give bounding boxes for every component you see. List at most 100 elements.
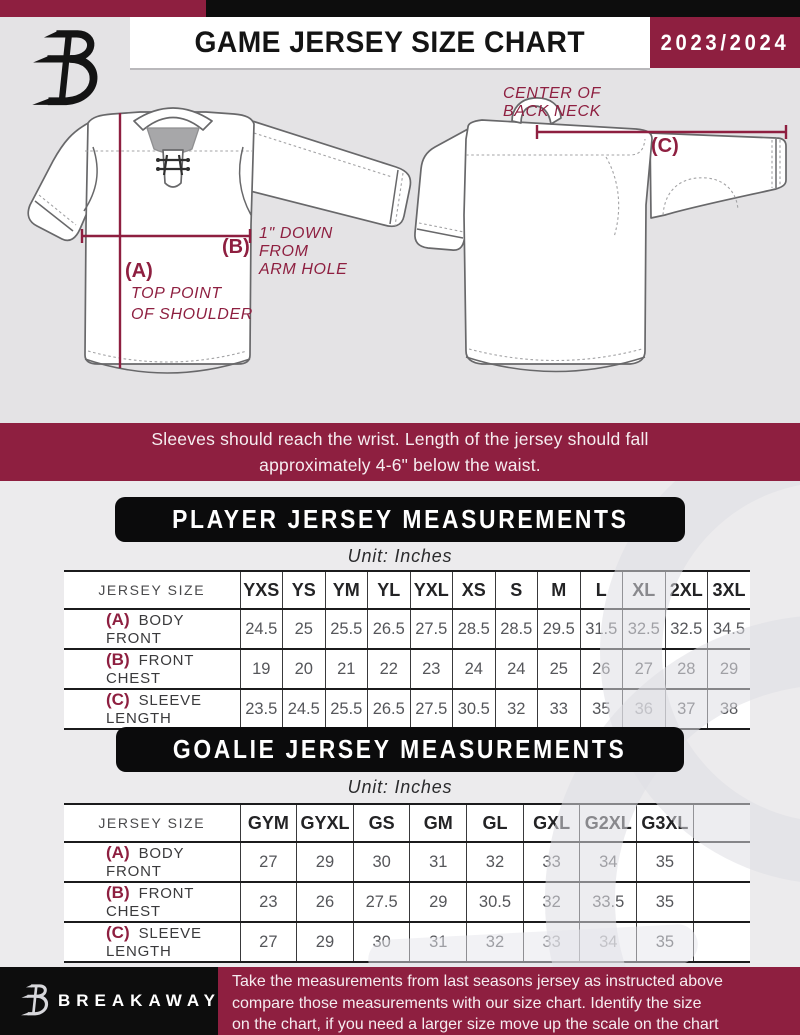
measurement-row: (A) BODY FRONT 27 29 30 31 32 33 34 35: [64, 841, 750, 882]
size-column-g2xl: G2XL: [579, 803, 637, 842]
value-cell: 28.5: [452, 608, 495, 649]
measurement-row: (B) FRONT CHEST 23 26 27.5 29 30.5 32 33.5 35: [64, 881, 750, 922]
collar-laces: [159, 154, 187, 176]
player-unit-label: Unit: Inches: [347, 546, 453, 566]
top-accent-bar-black: [206, 0, 800, 17]
footer-note: Take the measurements from last seasons …: [218, 967, 800, 1035]
value-cell: 34.5: [707, 608, 750, 649]
size-column-xs: XS: [452, 570, 495, 609]
value-cell: 29: [707, 648, 750, 689]
label-b-caption-3: ARM HOLE: [258, 261, 347, 278]
top-accent-bar-maroon: [0, 0, 206, 17]
back-jersey-drawing: [414, 97, 787, 373]
value-cell: 27: [239, 921, 297, 963]
value-cell: 30.5: [466, 881, 524, 922]
size-column-ym: YM: [324, 570, 368, 609]
season-badge: 2023/2024: [650, 17, 800, 68]
row-label: (A) BODY FRONT: [64, 608, 240, 649]
value-cell: 29: [296, 921, 354, 963]
label-c-caption-1: CENTER OF: [503, 85, 601, 102]
label-a-caption-1: TOP POINT: [131, 285, 222, 302]
value-cell: 31: [409, 921, 467, 963]
season-label: 2023/2024: [660, 29, 790, 55]
footer-note-line-1: Take the measurements from last seasons …: [232, 973, 723, 990]
label-a: (A): [125, 260, 153, 282]
value-cell: [692, 921, 750, 963]
size-column-gyxl: GYXL: [296, 803, 354, 842]
value-cell: 32: [466, 921, 524, 963]
goalie-size-table: JERSEY SIZE GYM GYXL GS GM GL GXL G2XL G3XL (A) BO…: [64, 803, 750, 963]
value-cell: 33: [537, 688, 580, 730]
value-cell: 27.5: [409, 608, 453, 649]
row-label: (A) BODY FRONT: [64, 841, 240, 882]
size-column-yl: YL: [367, 570, 410, 609]
value-cell: 32.5: [622, 608, 665, 649]
value-cell: 35: [636, 881, 694, 922]
value-cell: 26: [296, 881, 354, 922]
jersey-measurement-diagram: (A) TOP POINT OF SHOULDER (B) 1" DOWN FR…: [27, 85, 788, 374]
size-column-yxs: YXS: [239, 570, 283, 609]
value-cell: 24: [452, 648, 495, 689]
value-cell: 32.5: [664, 608, 708, 649]
brand-name: BREAKAWAY: [58, 991, 221, 1010]
value-cell: 20: [282, 648, 325, 689]
value-cell: 23: [409, 648, 453, 689]
page-title-box: GAME JERSEY SIZE CHART: [130, 17, 650, 70]
value-cell: [692, 841, 750, 882]
size-column-3xl: 3XL: [707, 570, 750, 609]
value-cell: 34: [579, 841, 637, 882]
breakaway-b-logo-icon: [17, 982, 50, 1017]
value-cell: 37: [664, 688, 708, 730]
player-section-title: PLAYER JERSEY MEASUREMENTS: [171, 504, 629, 534]
size-header-row: JERSEY SIZE YXS YS YM YL YXL XS S M L XL 2XL 3XL: [64, 570, 750, 609]
front-measurement-lines: [80, 113, 252, 368]
value-cell: 27: [622, 648, 665, 689]
label-a-caption-2: OF SHOULDER: [131, 306, 253, 323]
goalie-section-header: GOALIE JERSEY MEASUREMENTS: [116, 727, 684, 772]
label-b-caption-2: FROM: [259, 243, 309, 260]
breakaway-b-logo-icon: [20, 22, 102, 114]
fit-instruction-banner: Sleeves should reach the wrist. Length o…: [0, 423, 800, 481]
value-cell: 28: [664, 648, 708, 689]
size-column-m: M: [537, 570, 580, 609]
size-column-l: L: [579, 570, 623, 609]
value-cell: 32: [522, 881, 580, 922]
value-cell: 35: [579, 688, 623, 730]
player-size-table: JERSEY SIZE YXS YS YM YL YXL XS S M L XL 2XL 3XL (A) B…: [64, 570, 750, 730]
value-cell: 22: [367, 648, 410, 689]
row-label: (C) SLEEVE LENGTH: [64, 921, 240, 963]
value-cell: 27.5: [352, 881, 410, 922]
value-cell: 24.5: [282, 688, 325, 730]
value-cell: 25.5: [324, 688, 368, 730]
value-cell: 35: [636, 921, 694, 963]
value-cell: 26: [579, 648, 623, 689]
value-cell: 33: [522, 841, 580, 882]
size-column-gxl: GXL: [522, 803, 580, 842]
goalie-unit-label: Unit: Inches: [347, 777, 453, 797]
value-cell: 29: [409, 881, 467, 922]
value-cell: 32: [466, 841, 524, 882]
value-cell: 19: [239, 648, 283, 689]
value-cell: 36: [622, 688, 665, 730]
measurement-row: (B) FRONT CHEST 19 20 21 22 23 24 24 25 26 27 28 29: [64, 648, 750, 689]
footer-note-line-3: on the chart, if you need a larger size …: [232, 1016, 719, 1033]
banner-line-1: Sleeves should reach the wrist. Length o…: [151, 429, 649, 449]
size-column-ys: YS: [282, 570, 325, 609]
row-label: (B) FRONT CHEST: [64, 881, 240, 922]
back-measurement-lines: [535, 125, 788, 139]
value-cell: 33.5: [579, 881, 637, 922]
value-cell: 29.5: [537, 608, 580, 649]
value-cell: 31.5: [579, 608, 623, 649]
value-cell: 28.5: [494, 608, 538, 649]
size-column-2xl: 2XL: [664, 570, 708, 609]
value-cell: 23: [239, 881, 297, 922]
banner-line-2: approximately 4-6" below the waist.: [259, 455, 541, 475]
value-cell: 38: [707, 688, 750, 730]
value-cell: 25: [537, 648, 580, 689]
measurement-row: (C) SLEEVE LENGTH 23.5 24.5 25.5 26.5 27.5 30.5…: [64, 688, 750, 730]
value-cell: 26.5: [367, 608, 410, 649]
value-cell: 24: [494, 648, 538, 689]
size-column-yxl: YXL: [409, 570, 453, 609]
size-header-row: JERSEY SIZE GYM GYXL GS GM GL GXL G2XL G3XL: [64, 803, 750, 842]
value-cell: 31: [409, 841, 467, 882]
